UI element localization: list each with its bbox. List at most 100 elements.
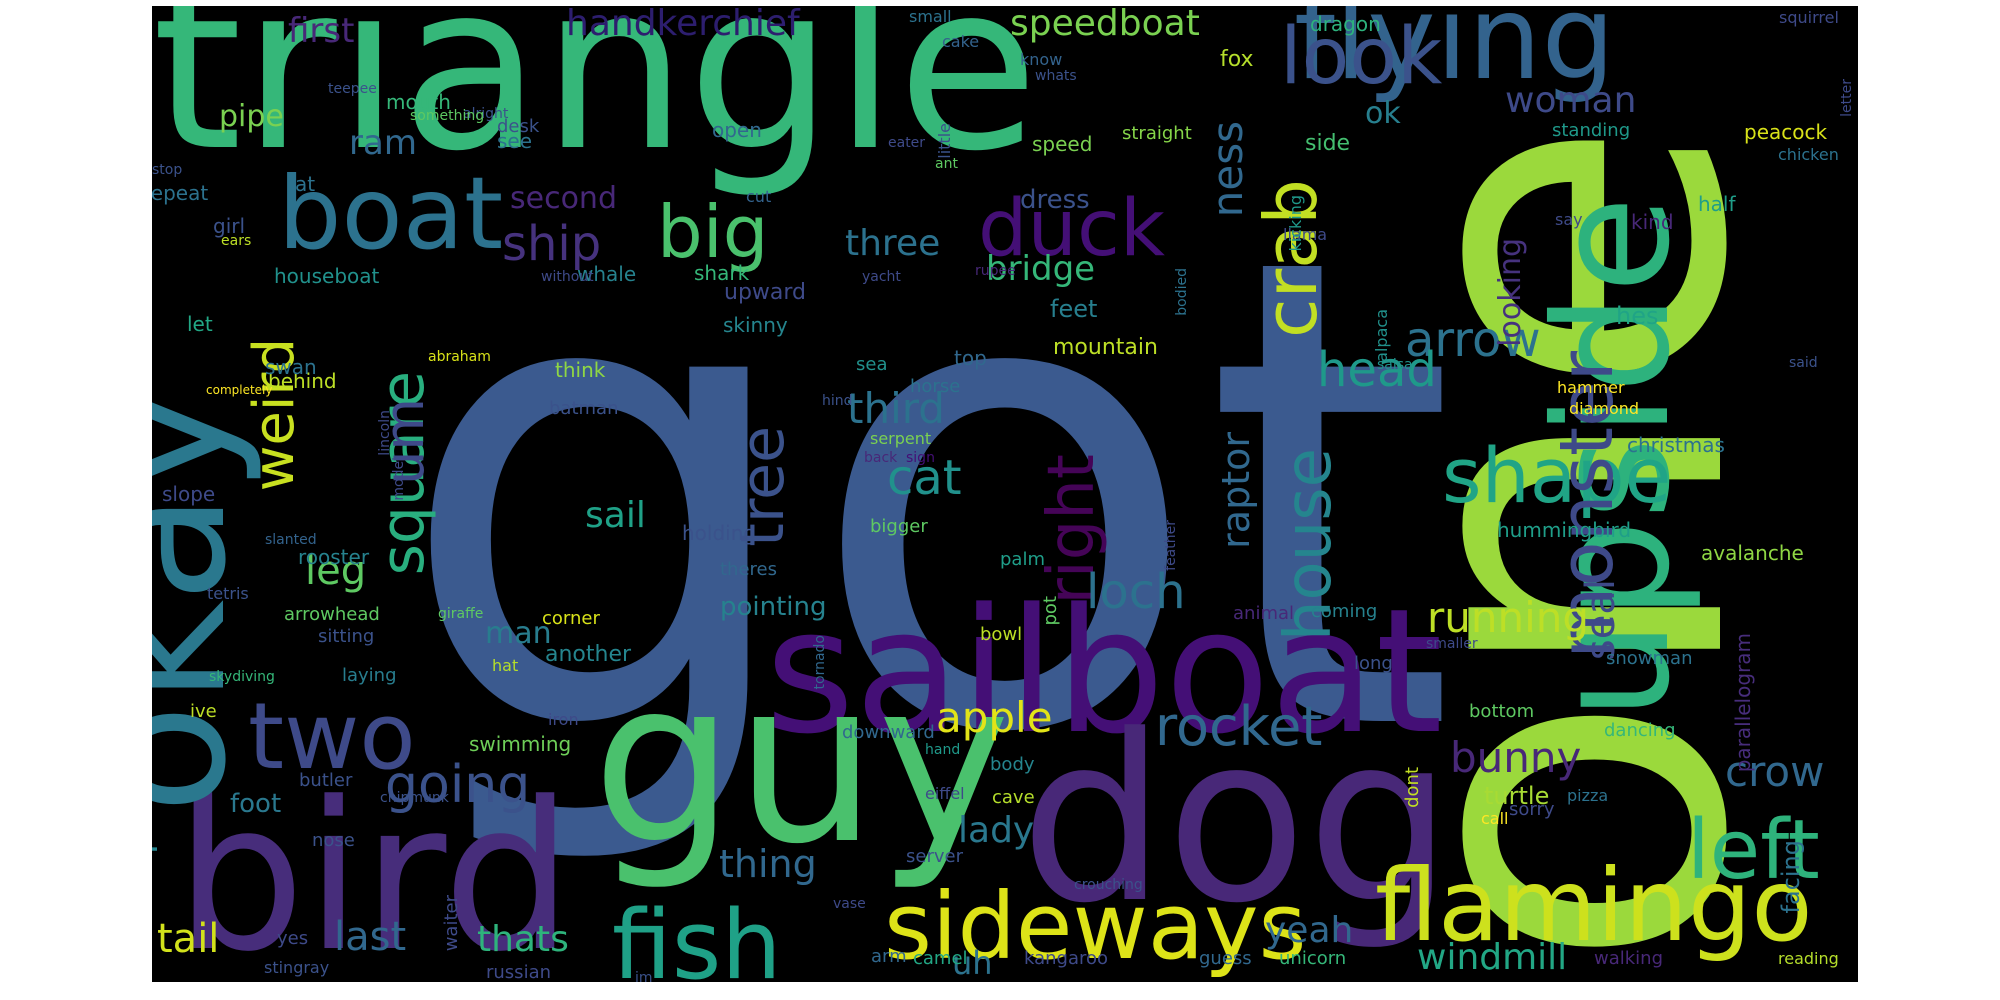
- word: left: [1687, 803, 1820, 898]
- word: swan: [265, 355, 317, 379]
- word: squirrel: [1779, 8, 1839, 27]
- word: cave: [992, 787, 1035, 808]
- word: batman: [549, 398, 619, 419]
- word: crow: [1725, 747, 1825, 796]
- word: ive: [190, 701, 217, 722]
- word: first: [288, 11, 355, 51]
- word: mouth: [386, 90, 451, 114]
- word: yacht: [862, 269, 901, 285]
- word: cat: [887, 450, 962, 506]
- word: cut: [746, 187, 772, 206]
- word: ant: [935, 156, 958, 172]
- word: thing: [719, 842, 817, 886]
- word: let: [187, 312, 213, 336]
- word: hes: [1616, 302, 1659, 330]
- word: hat: [492, 656, 519, 675]
- word: think: [555, 358, 606, 382]
- word: guess: [1199, 948, 1252, 969]
- word: tetris: [207, 584, 249, 603]
- word: thats: [477, 919, 569, 960]
- word: whats: [1035, 68, 1077, 84]
- word: mountain: [1053, 335, 1158, 360]
- word: peacock: [1744, 120, 1828, 144]
- word: bodied: [1174, 268, 1190, 316]
- word: walking: [1594, 948, 1664, 969]
- word: sideways: [884, 873, 1307, 980]
- word: swimming: [469, 732, 572, 756]
- word: back: [864, 450, 898, 466]
- word: body: [990, 754, 1035, 775]
- word: dog: [1020, 687, 1453, 954]
- word: coming: [1311, 601, 1378, 622]
- word: uh: [952, 944, 993, 982]
- word: ram: [349, 123, 417, 163]
- word: bridge: [986, 249, 1096, 289]
- word: crouching: [1074, 877, 1143, 893]
- word: nose: [312, 830, 355, 851]
- word: know: [1020, 50, 1063, 69]
- word: third: [847, 384, 945, 433]
- word: completely: [206, 383, 273, 397]
- word: pizza: [1567, 786, 1609, 805]
- word: flying: [1294, 6, 1616, 106]
- word: slope: [162, 482, 216, 506]
- word: camel: [913, 948, 968, 969]
- word: dont: [1402, 767, 1423, 808]
- word: small: [909, 7, 952, 26]
- word: flamingo: [1375, 847, 1813, 964]
- word: half: [1698, 192, 1736, 216]
- word: cake: [942, 32, 980, 51]
- word: apple: [936, 693, 1053, 742]
- word: tail: [157, 916, 220, 962]
- word: woman: [1505, 80, 1637, 121]
- word: hand: [925, 742, 961, 758]
- word: big: [657, 190, 769, 274]
- word: duck: [978, 184, 1166, 274]
- word: hind: [822, 393, 853, 409]
- word: yeah: [1265, 910, 1354, 951]
- word: theres: [720, 559, 777, 580]
- word: hammer: [1557, 378, 1625, 397]
- word: open: [712, 118, 762, 142]
- word: behind: [268, 369, 337, 393]
- word: guy: [592, 632, 1011, 894]
- word: loch: [1086, 564, 1186, 620]
- word: palm: [1000, 549, 1045, 570]
- word: something: [410, 108, 485, 124]
- word: long: [1354, 653, 1393, 674]
- word-cloud: got one triangle sailboat guy dog bird o…: [152, 6, 1858, 982]
- word: leg: [305, 548, 367, 594]
- word: last: [334, 914, 407, 960]
- word: call: [1481, 809, 1509, 828]
- word: ship: [502, 216, 602, 272]
- word: chicken: [1778, 145, 1839, 164]
- word: sail: [585, 495, 646, 536]
- word: dragon: [1310, 12, 1381, 36]
- word: slanted: [265, 532, 317, 548]
- word: diamond: [1569, 399, 1640, 418]
- word: ness: [1203, 121, 1252, 218]
- word: going: [385, 755, 531, 815]
- word: unicorn: [1279, 948, 1347, 969]
- word: lady: [958, 810, 1035, 851]
- word: head: [1317, 342, 1437, 398]
- word: looking: [1493, 238, 1528, 347]
- word: bowl: [980, 624, 1023, 645]
- word: foot: [230, 789, 282, 819]
- word: see: [497, 129, 533, 153]
- word: whale: [577, 262, 637, 286]
- word: alright: [463, 106, 509, 122]
- word: another: [545, 642, 632, 667]
- word: kangaroo: [1024, 948, 1109, 969]
- word: sea: [856, 354, 888, 375]
- word: christmas: [1627, 433, 1725, 457]
- word: im: [635, 970, 653, 982]
- word: second: [510, 181, 617, 216]
- word: abraham: [428, 349, 491, 365]
- word: handkerchief: [566, 6, 800, 44]
- word: chipmunk: [380, 790, 449, 806]
- word: side: [1305, 131, 1351, 156]
- word: sailboat: [765, 571, 1443, 772]
- word: skydiving: [209, 669, 275, 685]
- word: standing: [1552, 120, 1631, 141]
